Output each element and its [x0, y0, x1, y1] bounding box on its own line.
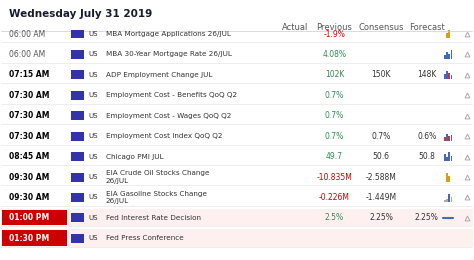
Bar [448, 176, 450, 181]
Bar [451, 50, 452, 59]
Bar [448, 194, 450, 202]
Text: MBA Mortgage Applications 26/JUL: MBA Mortgage Applications 26/JUL [106, 31, 231, 37]
Text: US: US [89, 133, 99, 139]
Text: US: US [89, 215, 99, 221]
Text: US: US [89, 235, 99, 241]
Text: 0.7%: 0.7% [325, 111, 344, 120]
Text: 26/JUL: 26/JUL [106, 178, 129, 184]
FancyBboxPatch shape [1, 229, 473, 247]
Text: US: US [89, 92, 99, 98]
Text: US: US [89, 31, 99, 37]
Text: US: US [89, 154, 99, 160]
Text: 07:30 AM: 07:30 AM [9, 111, 50, 120]
Text: -10.835M: -10.835M [317, 173, 352, 181]
Bar [448, 152, 450, 161]
Bar [448, 30, 450, 38]
Text: ADP Employment Change JUL: ADP Employment Change JUL [106, 72, 212, 78]
Text: 148K: 148K [417, 70, 437, 79]
Text: Wednesday July 31 2019: Wednesday July 31 2019 [9, 9, 153, 19]
Text: 06:00 AM: 06:00 AM [9, 30, 46, 38]
Text: MBA 30-Year Mortgage Rate 26/JUL: MBA 30-Year Mortgage Rate 26/JUL [106, 51, 232, 57]
FancyBboxPatch shape [71, 50, 84, 59]
Bar [444, 74, 446, 79]
Text: 09:30 AM: 09:30 AM [9, 173, 50, 181]
FancyBboxPatch shape [71, 152, 84, 161]
Text: -1.449M: -1.449M [365, 193, 397, 202]
FancyBboxPatch shape [71, 91, 84, 100]
Text: -2.588M: -2.588M [366, 173, 397, 181]
Text: 150K: 150K [372, 70, 391, 79]
Text: 0.6%: 0.6% [417, 132, 437, 141]
Text: 07:15 AM: 07:15 AM [9, 70, 50, 79]
Text: 08:45 AM: 08:45 AM [9, 152, 50, 161]
Bar [448, 136, 450, 141]
FancyBboxPatch shape [71, 132, 84, 141]
Bar [444, 200, 446, 202]
Text: 49.7: 49.7 [326, 152, 343, 161]
Text: 0.7%: 0.7% [325, 132, 344, 141]
Text: US: US [89, 174, 99, 180]
FancyBboxPatch shape [71, 213, 84, 222]
Text: Employment Cost - Benefits QoQ Q2: Employment Cost - Benefits QoQ Q2 [106, 92, 237, 98]
Bar [446, 199, 448, 202]
Text: Forecast: Forecast [409, 23, 445, 32]
FancyBboxPatch shape [2, 210, 67, 225]
Text: Fed Interest Rate Decision: Fed Interest Rate Decision [106, 215, 201, 221]
Text: Employment Cost - Wages QoQ Q2: Employment Cost - Wages QoQ Q2 [106, 113, 231, 119]
Bar [446, 72, 448, 79]
FancyBboxPatch shape [71, 234, 84, 243]
Text: -0.226M: -0.226M [319, 193, 350, 202]
Text: -1.9%: -1.9% [323, 30, 346, 38]
FancyBboxPatch shape [71, 70, 84, 79]
Text: Consensus: Consensus [358, 23, 404, 32]
Bar [444, 137, 446, 141]
Bar [448, 73, 450, 79]
Bar [446, 32, 447, 38]
FancyBboxPatch shape [71, 30, 84, 38]
Text: 102K: 102K [325, 70, 344, 79]
Text: US: US [89, 194, 99, 200]
Text: EIA Crude Oil Stocks Change: EIA Crude Oil Stocks Change [106, 170, 210, 176]
Bar [448, 54, 450, 59]
Text: 0.7%: 0.7% [372, 132, 391, 141]
Bar [451, 75, 452, 79]
Text: US: US [89, 113, 99, 119]
Text: 09:30 AM: 09:30 AM [9, 193, 50, 202]
Text: 06:00 AM: 06:00 AM [9, 50, 46, 59]
Text: 50.6: 50.6 [373, 152, 390, 161]
Text: EIA Gasoline Stocks Change: EIA Gasoline Stocks Change [106, 191, 207, 197]
Text: 26/JUL: 26/JUL [106, 198, 129, 204]
Text: 01:00 PM: 01:00 PM [9, 213, 50, 222]
Bar [444, 154, 446, 161]
Bar [451, 156, 452, 161]
Text: 50.8: 50.8 [419, 152, 435, 161]
Bar [446, 173, 447, 181]
Bar [444, 55, 446, 59]
Bar [446, 52, 448, 59]
Text: Previous: Previous [317, 23, 352, 32]
Text: 0.7%: 0.7% [325, 91, 344, 100]
Text: Employment Cost Index QoQ Q2: Employment Cost Index QoQ Q2 [106, 133, 222, 139]
Text: 2.25%: 2.25% [369, 213, 393, 222]
Text: US: US [89, 72, 99, 78]
Bar [451, 135, 452, 141]
Text: Actual: Actual [282, 23, 308, 32]
FancyBboxPatch shape [2, 230, 67, 246]
FancyBboxPatch shape [71, 173, 84, 181]
Text: US: US [89, 51, 99, 57]
Text: 2.25%: 2.25% [415, 213, 439, 222]
Text: Chicago PMI JUL: Chicago PMI JUL [106, 154, 163, 160]
FancyBboxPatch shape [71, 193, 84, 202]
Text: Fed Press Conference: Fed Press Conference [106, 235, 183, 241]
FancyBboxPatch shape [1, 209, 473, 226]
Bar [451, 197, 452, 202]
Text: 07:30 AM: 07:30 AM [9, 91, 50, 100]
FancyBboxPatch shape [71, 111, 84, 120]
Bar [446, 134, 448, 141]
Text: 01:30 PM: 01:30 PM [9, 234, 50, 243]
Bar [446, 157, 448, 161]
Text: 07:30 AM: 07:30 AM [9, 132, 50, 141]
Text: 4.08%: 4.08% [322, 50, 346, 59]
Text: 2.5%: 2.5% [325, 213, 344, 222]
